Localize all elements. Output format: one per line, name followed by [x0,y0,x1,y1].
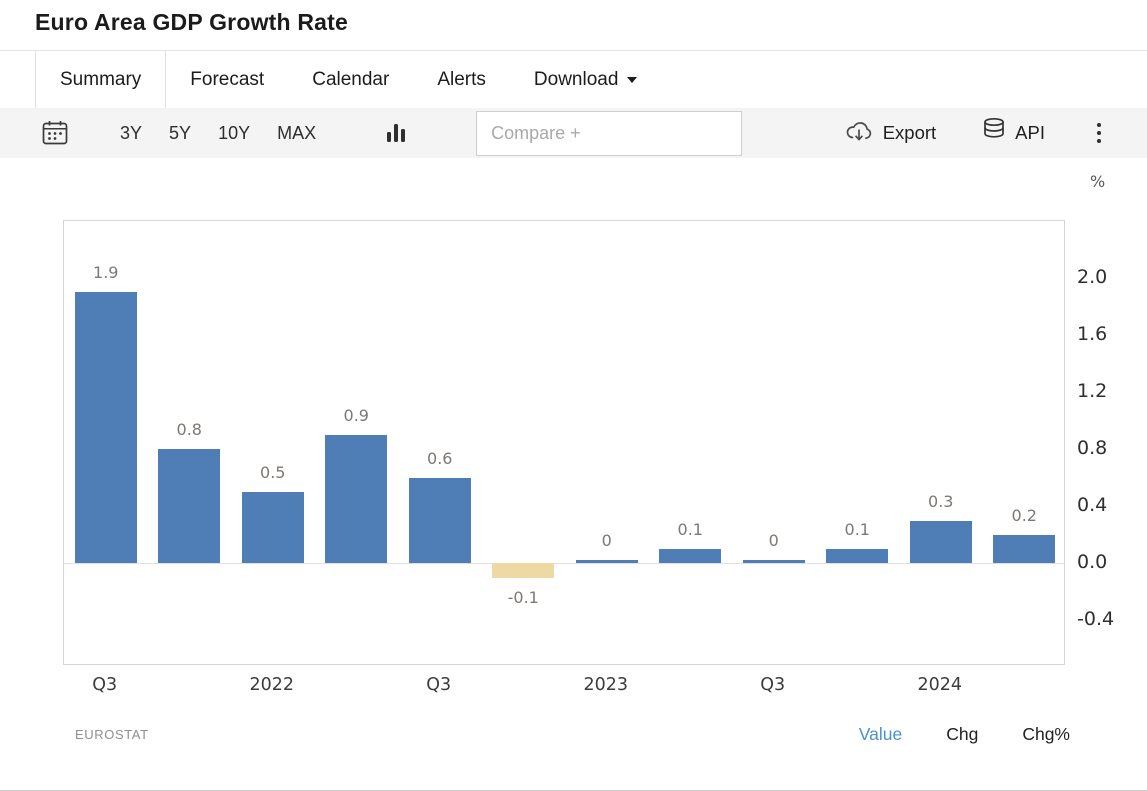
chart-toolbar: 3Y 5Y 10Y MAX Export [0,108,1147,158]
bar-value-label: 0.9 [343,405,369,425]
chart-footer: EUROSTAT Value Chg Chg% [0,710,1147,745]
tab-calendar[interactable]: Calendar [288,51,413,108]
tab-summary[interactable]: Summary [35,51,167,108]
tab-forecast[interactable]: Forecast [166,51,288,108]
bar-value-label: 0.6 [427,448,453,468]
x-axis-tick-label: 2023 [583,675,629,695]
calendar-icon[interactable] [42,120,68,146]
range-3y-button[interactable]: 3Y [120,122,143,143]
tab-forecast-label: Forecast [190,68,265,90]
chart-bar[interactable] [492,563,555,578]
mode-value-button[interactable]: Value [858,724,903,744]
bar-value-label: -0.1 [507,587,539,607]
tab-bar: Summary Forecast Calendar Alerts Downloa… [0,50,1147,108]
bar-chart-type-icon[interactable] [386,122,406,144]
tab-download-label: Download [533,68,619,90]
chart-bar[interactable] [575,560,638,564]
tab-alerts[interactable]: Alerts [413,51,510,108]
page-title: Euro Area GDP Growth Rate [35,9,349,35]
bar-value-label: 0.1 [677,520,703,540]
x-axis-tick-label: Q3 [92,675,118,695]
y-axis-tick-label: 0.8 [1077,437,1108,460]
bar-value-label: 1.9 [93,263,119,283]
api-label: API [1015,122,1045,143]
range-10y-button[interactable]: 10Y [218,122,251,143]
bar-value-label: 0.2 [1011,505,1037,525]
export-button[interactable]: Export [844,118,936,149]
bar-value-label: 0.8 [176,420,202,440]
chart-bar[interactable] [158,449,221,564]
tab-download[interactable]: Download [510,51,662,108]
x-axis-tick-label: Q3 [760,675,786,695]
chart-region: % 1.9 0.8 0.5 0.9 0.6 -0.1 0 0.1 0 0.1 0.3 0.2 2.0 1… [0,158,1147,710]
tab-summary-label: Summary [60,68,142,90]
chart-bar[interactable] [993,534,1056,564]
tab-alerts-label: Alerts [437,68,486,90]
range-5y-button[interactable]: 5Y [169,122,192,143]
source-label: EUROSTAT [75,727,149,742]
page-header: Euro Area GDP Growth Rate [0,0,1147,50]
chart-bar[interactable] [408,477,471,564]
bar-value-label: 0.1 [844,520,870,540]
range-max-button[interactable]: MAX [277,122,317,143]
cloud-download-icon [844,118,874,149]
bar-value-label: 0 [601,531,612,551]
chart-bar[interactable] [74,292,137,564]
chart-bar[interactable] [742,560,805,564]
chart-bar[interactable] [659,549,722,564]
database-icon [982,117,1006,149]
chart-bar[interactable] [826,549,889,564]
chart-bar[interactable] [325,434,388,564]
bar-value-label: 0 [768,531,779,551]
y-axis-tick-label: 1.6 [1077,323,1108,346]
bar-value-label: 0.5 [260,462,286,482]
mode-chg-button[interactable]: Chg [946,724,979,744]
y-axis-tick-label: 2.0 [1077,266,1108,289]
range-selector: 3Y 5Y 10Y MAX [120,123,316,144]
toolbar-right-group: Export API [844,117,1107,149]
kebab-menu-icon[interactable] [1091,119,1107,147]
chart-bar[interactable] [241,491,304,564]
chart-plot-area[interactable]: 1.9 0.8 0.5 0.9 0.6 -0.1 0 0.1 0 0.1 0.3 0.2 [63,220,1065,665]
export-label: Export [882,122,937,143]
y-axis-tick-label: 0.4 [1077,494,1108,517]
zero-axis-line [64,563,1064,565]
y-axis-tick-label: 1.2 [1077,380,1108,403]
chart-bar[interactable] [909,520,972,564]
x-axis-tick-label: Q3 [426,675,452,695]
y-axis-tick-label: -0.4 [1077,608,1115,631]
x-axis-tick-label: 2022 [249,675,295,695]
mode-chgpct-button[interactable]: Chg% [1022,724,1070,744]
y-axis-tick-label: 0.0 [1077,551,1108,574]
y-axis-unit-label: % [1090,172,1106,191]
chevron-down-icon [627,76,638,83]
tab-calendar-label: Calendar [312,68,390,90]
mode-switcher: Value Chg Chg% [859,724,1070,745]
api-button[interactable]: API [982,117,1045,149]
compare-input[interactable] [476,110,743,156]
bar-value-label: 0.3 [928,491,954,511]
x-axis-tick-label: 2024 [917,675,963,695]
